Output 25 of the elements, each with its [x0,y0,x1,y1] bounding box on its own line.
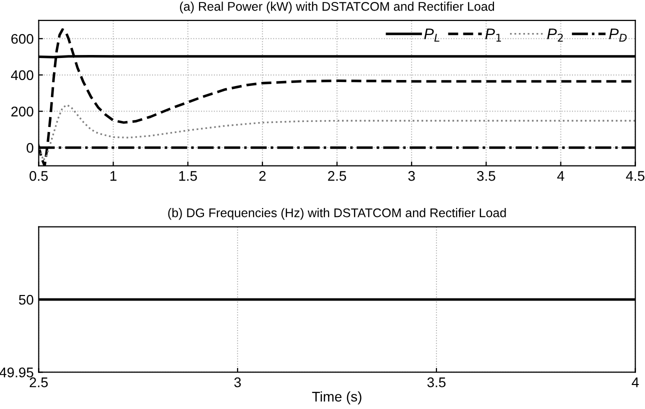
x-tick-label: 2 [259,171,266,181]
y-tick-label: 200 [11,106,34,116]
x-axis-title: Time (s) [312,391,362,404]
x-tick-label: 3.5 [427,377,446,388]
legend-label: P$_{2}$ [547,28,563,42]
chart-title: (b) DG Frequencies (Hz) with DSTATCOM and Rectifier Load [168,208,506,220]
x-tick-label: 3 [408,171,415,181]
x-tick-label: 4 [632,378,639,388]
legend-label: P$_{1}$ [485,28,501,42]
x-tick-label: 1.5 [179,171,197,181]
legend-label: P$_{D}$ [609,28,627,42]
y-tick-label: 400 [10,70,34,80]
x-tick-label: 1 [110,171,116,181]
x-tick-label: 4.5 [626,171,644,181]
x-tick-label: 2.5 [328,171,346,181]
y-tick-label: 50 [18,294,34,305]
y-tick-label: 600 [11,34,34,44]
chart-title: (a) Real Power (kW) with DSTATCOM and Rectifier Load [180,2,494,14]
x-tick-label: 4 [557,171,564,181]
legend-label: P$_{L}$ [424,28,440,42]
y-tick-label: 0 [26,142,34,153]
x-tick-label: 0.5 [30,171,48,181]
x-tick-label: 2.5 [30,377,48,388]
x-tick-label: 3 [234,377,241,388]
x-tick-label: 3.5 [477,171,496,181]
